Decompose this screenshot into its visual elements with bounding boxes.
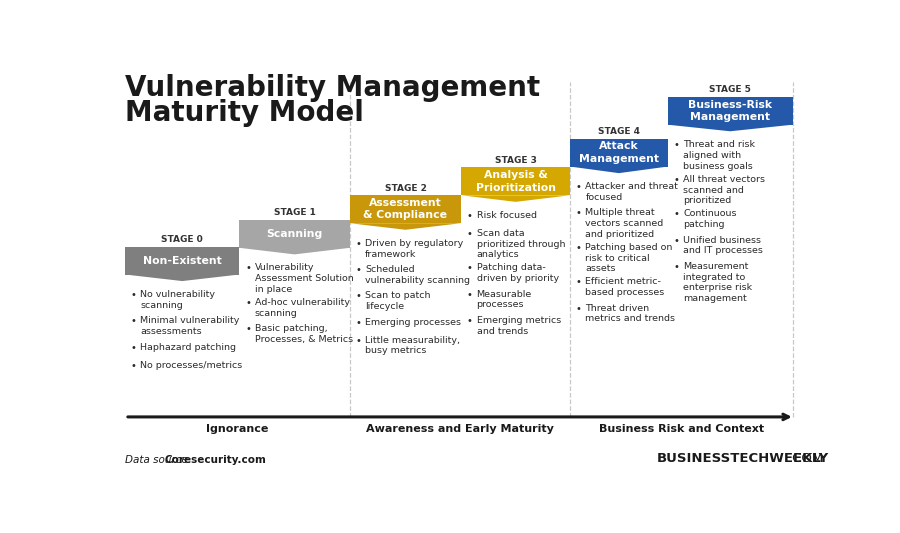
Text: Coresecurity.com: Coresecurity.com xyxy=(165,455,266,465)
Text: •: • xyxy=(576,277,581,287)
Polygon shape xyxy=(461,195,570,202)
Text: Analysis &
Prioritization: Analysis & Prioritization xyxy=(476,170,555,192)
Text: •: • xyxy=(467,229,472,239)
Text: •: • xyxy=(245,298,251,308)
Polygon shape xyxy=(570,166,668,173)
Text: Continuous
patching: Continuous patching xyxy=(683,209,736,229)
Bar xyxy=(461,167,570,195)
Text: .COM: .COM xyxy=(789,453,824,465)
Polygon shape xyxy=(349,223,461,230)
Text: STAGE 0: STAGE 0 xyxy=(161,235,203,244)
Text: No vulnerability
scanning: No vulnerability scanning xyxy=(140,290,215,310)
Text: •: • xyxy=(673,262,680,272)
Bar xyxy=(668,97,793,125)
Text: STAGE 4: STAGE 4 xyxy=(598,127,640,136)
Text: Patching based on
risk to critical
assets: Patching based on risk to critical asset… xyxy=(585,243,673,273)
Text: Attacker and threat
focused: Attacker and threat focused xyxy=(585,182,679,202)
Text: Attack
Management: Attack Management xyxy=(579,141,659,164)
Text: •: • xyxy=(467,290,472,300)
Text: STAGE 1: STAGE 1 xyxy=(274,208,316,217)
Text: BUSINESSTECHWEEKLY: BUSINESSTECHWEEKLY xyxy=(657,453,829,465)
Text: Scanning: Scanning xyxy=(266,229,323,239)
Text: Measurement
integrated to
enterprise risk
management: Measurement integrated to enterprise ris… xyxy=(683,262,752,303)
Text: •: • xyxy=(130,343,137,353)
Text: •: • xyxy=(673,209,680,219)
Text: Measurable
processes: Measurable processes xyxy=(477,290,532,310)
Text: •: • xyxy=(356,318,361,328)
Text: •: • xyxy=(245,324,251,334)
Text: •: • xyxy=(576,243,581,253)
Text: Multiple threat
vectors scanned
and prioritized: Multiple threat vectors scanned and prio… xyxy=(585,208,663,239)
Text: Data source:: Data source: xyxy=(125,455,192,465)
Text: All threat vectors
scanned and
prioritized: All threat vectors scanned and prioritiz… xyxy=(683,175,765,205)
Text: •: • xyxy=(576,208,581,219)
Text: •: • xyxy=(467,263,472,273)
Text: •: • xyxy=(245,263,251,273)
Text: Efficient metric-
based processes: Efficient metric- based processes xyxy=(585,277,665,297)
Text: Haphazard patching: Haphazard patching xyxy=(140,343,237,352)
Text: •: • xyxy=(130,290,137,300)
Text: Business Risk and Context: Business Risk and Context xyxy=(599,424,764,434)
Text: Minimal vulnerability
assessments: Minimal vulnerability assessments xyxy=(140,317,239,336)
Text: Vulnerability Management: Vulnerability Management xyxy=(125,74,540,102)
Text: •: • xyxy=(673,140,680,150)
Text: Awareness and Early Maturity: Awareness and Early Maturity xyxy=(366,424,554,434)
Bar xyxy=(125,247,239,274)
Text: STAGE 2: STAGE 2 xyxy=(384,184,427,193)
Text: STAGE 3: STAGE 3 xyxy=(495,156,536,165)
Polygon shape xyxy=(239,248,349,254)
Bar xyxy=(239,220,349,248)
Text: •: • xyxy=(356,292,361,301)
Text: Scheduled
vulnerability scanning: Scheduled vulnerability scanning xyxy=(365,265,470,285)
Bar xyxy=(570,139,668,166)
Text: Scan data
prioritized through
analytics: Scan data prioritized through analytics xyxy=(477,229,565,260)
Polygon shape xyxy=(668,125,793,131)
Text: Patching data-
driven by priority: Patching data- driven by priority xyxy=(477,263,559,283)
Text: Ignorance: Ignorance xyxy=(206,424,268,434)
Text: Unified business
and IT processes: Unified business and IT processes xyxy=(683,236,763,255)
Text: Threat driven
metrics and trends: Threat driven metrics and trends xyxy=(585,304,675,324)
Text: •: • xyxy=(356,239,361,249)
Text: Threat and risk
aligned with
business goals: Threat and risk aligned with business go… xyxy=(683,140,755,171)
Text: STAGE 5: STAGE 5 xyxy=(709,85,752,94)
Text: •: • xyxy=(673,236,680,246)
Text: •: • xyxy=(673,175,680,185)
Text: Non-Existent: Non-Existent xyxy=(143,255,221,265)
Polygon shape xyxy=(125,274,239,281)
Text: •: • xyxy=(467,211,472,221)
Text: •: • xyxy=(576,304,581,313)
Text: Scan to patch
lifecycle: Scan to patch lifecycle xyxy=(365,292,430,311)
Text: Driven by regulatory
framework: Driven by regulatory framework xyxy=(365,239,464,259)
Text: Ad-hoc vulnerability
scanning: Ad-hoc vulnerability scanning xyxy=(255,298,350,318)
Text: Assessment
& Compliance: Assessment & Compliance xyxy=(364,198,447,221)
Text: Emerging processes: Emerging processes xyxy=(365,318,461,327)
Text: •: • xyxy=(130,361,137,370)
Text: Business-Risk
Management: Business-Risk Management xyxy=(688,100,772,122)
Text: Risk focused: Risk focused xyxy=(477,211,536,220)
Text: •: • xyxy=(356,336,361,346)
Text: •: • xyxy=(467,316,472,326)
Text: Basic patching,
Processes, & Metrics: Basic patching, Processes, & Metrics xyxy=(255,324,353,344)
Text: •: • xyxy=(130,317,137,326)
Text: •: • xyxy=(356,265,361,275)
Text: Vulnerability
Assessment Solution
in place: Vulnerability Assessment Solution in pla… xyxy=(255,263,354,294)
Text: Maturity Model: Maturity Model xyxy=(125,99,364,127)
Bar xyxy=(349,195,461,223)
Text: No processes/metrics: No processes/metrics xyxy=(140,361,243,370)
Text: •: • xyxy=(576,182,581,192)
Text: Little measurability,
busy metrics: Little measurability, busy metrics xyxy=(365,336,460,356)
Text: Emerging metrics
and trends: Emerging metrics and trends xyxy=(477,316,561,336)
